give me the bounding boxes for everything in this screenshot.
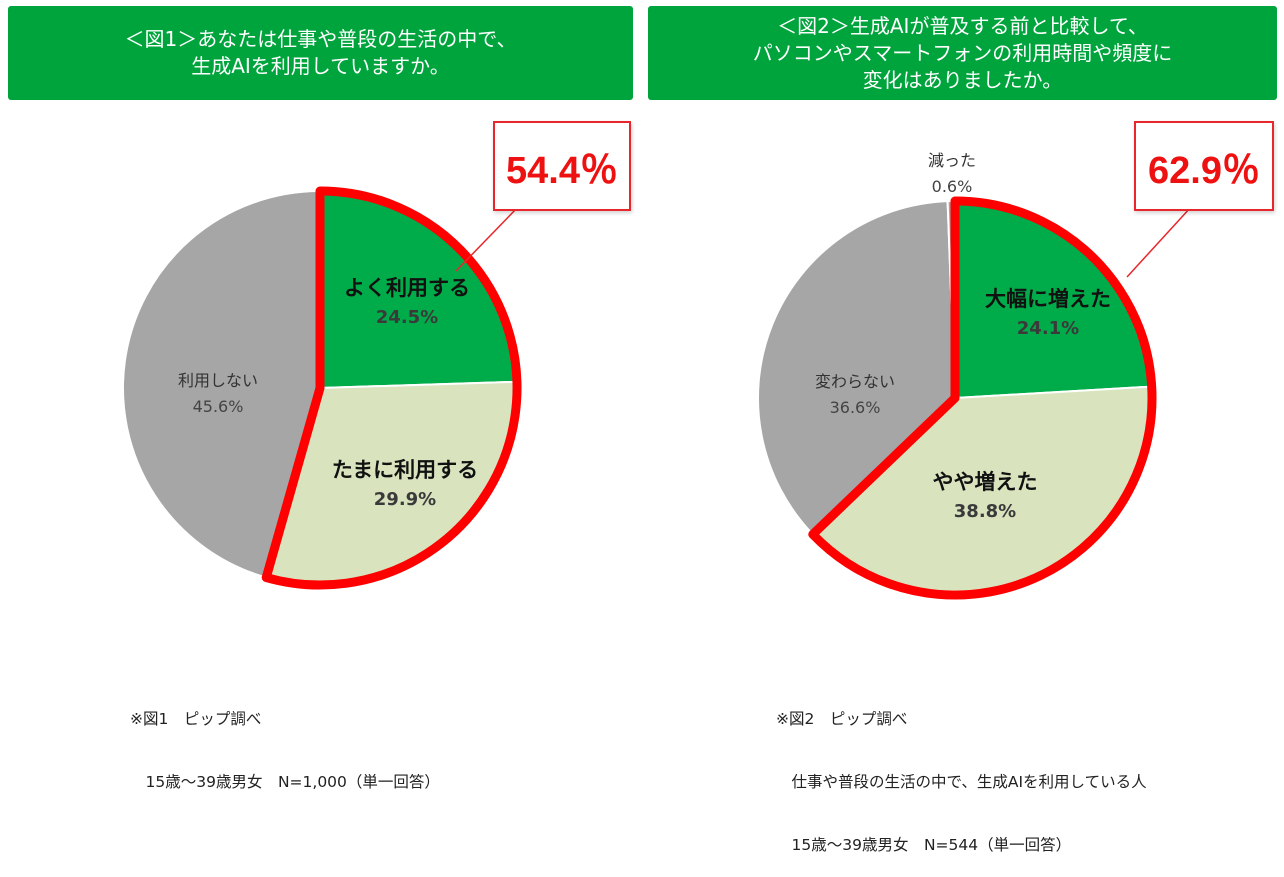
highlight-outline <box>808 196 1157 600</box>
figure2-source-note: ※図2 ピップ調べ 仕事や普段の生活の中で、生成AIを利用している人 15歳～3… <box>776 710 1147 854</box>
pie2-label-no-change: 変わらない 36.6% <box>814 372 896 417</box>
pie2-label-greatly-increased: 大幅に増えた 24.1% <box>985 287 1111 339</box>
pie-slice <box>122 189 321 579</box>
figure1-highlight-callout: 54.4％ <box>493 121 631 211</box>
figure2-header: ＜図2＞生成AIが普及する前と比較して、 パソコンやスマートフォンの利用時間や頻… <box>648 6 1277 100</box>
pie1-label-never: 利用しない 45.6% <box>177 371 259 416</box>
figure1-header-line-1: ＜図1＞あなたは仕事や普段の生活の中で、 <box>124 27 517 51</box>
pie-chart-2 <box>757 196 1157 600</box>
figure2-header-line-2: パソコンやスマートフォンの利用時間や頻度に <box>752 40 1173 65</box>
pie2-label-decreased: 減った 0.6% <box>927 151 977 196</box>
callout-1-leader-line <box>455 206 519 272</box>
pie-charts-canvas <box>122 186 1192 600</box>
figure2-header-line-3: 変化はありましたか。 <box>862 67 1063 92</box>
pie1-label-often: よく利用する 24.5% <box>344 276 470 328</box>
figure2-header-line-1: ＜図2＞生成AIが普及する前と比較して、 <box>777 13 1148 38</box>
pie-chart-1 <box>122 186 522 590</box>
pie1-label-sometimes: たまに利用する 29.9% <box>331 458 479 510</box>
highlight-outline <box>261 186 522 590</box>
callout-2-leader-line <box>1126 206 1192 278</box>
figure1-source-note: ※図1 ピップ調べ 15歳～39歳男女 N=1,000（単一回答） <box>130 710 440 791</box>
figure1-header: ＜図1＞あなたは仕事や普段の生活の中で、 生成AIを利用していますか。 <box>8 6 633 100</box>
pie2-label-slightly-increased: やや増えた 38.8% <box>932 470 1038 522</box>
figure2-highlight-callout: 62.9％ <box>1134 121 1274 211</box>
pie-slice <box>757 200 957 536</box>
figure1-header-line-2: 生成AIを利用していますか。 <box>191 54 450 78</box>
